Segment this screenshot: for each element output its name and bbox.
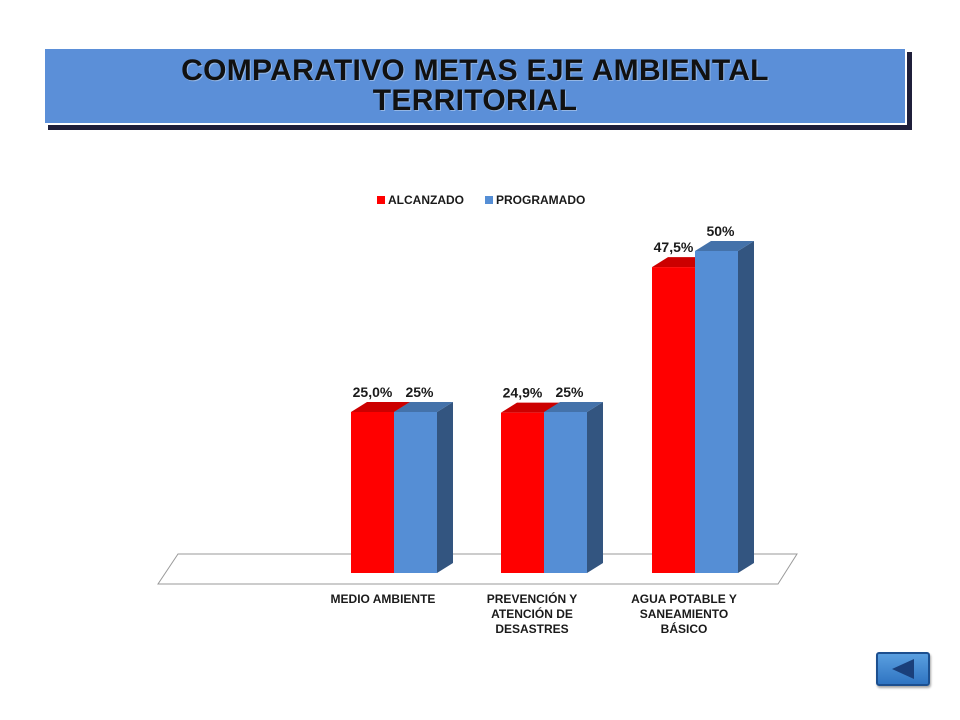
page-title-line-2: TERRITORIAL: [372, 84, 578, 117]
bar-1-1: [544, 412, 587, 573]
bar-top-1-1: [544, 402, 603, 412]
bar-top-0-1: [501, 402, 560, 413]
data-label-0-0: 25,0%: [353, 384, 393, 400]
bar-0-1: [501, 412, 544, 573]
title-banner: COMPARATIVO METAS EJE AMBIENTAL TERRITOR…: [43, 47, 907, 125]
bar-top-1-2: [695, 241, 754, 251]
bar-0-0: [351, 412, 394, 573]
bar-side-1-1: [587, 402, 603, 573]
data-label-1-2: 50%: [706, 223, 735, 239]
bar-0-2: [652, 267, 695, 573]
bar-side-1-0: [437, 402, 453, 573]
x-tick-label-2-0: AGUA POTABLE Y: [631, 592, 737, 606]
bar-1-0: [394, 412, 437, 573]
bar-side-1-2: [738, 241, 754, 573]
data-label-0-2: 47,5%: [654, 239, 694, 255]
back-button[interactable]: [876, 652, 930, 686]
x-tick-label-2-1: SANEAMIENTO: [640, 607, 728, 621]
data-label-1-1: 25%: [555, 384, 584, 400]
bar-top-0-0: [351, 402, 410, 412]
back-arrow-icon: [892, 659, 914, 679]
legend-label-0: ALCANZADO: [388, 193, 464, 207]
x-tick-label-1-0: PREVENCIÓN Y: [487, 591, 577, 606]
x-tick-label-1-2: DESASTRES: [495, 622, 568, 636]
page-title-line-1: COMPARATIVO METAS EJE AMBIENTAL: [181, 54, 769, 87]
data-label-0-1: 24,9%: [503, 385, 543, 401]
data-label-1-0: 25%: [405, 384, 434, 400]
x-tick-label-0-0: MEDIO AMBIENTE: [331, 592, 436, 606]
x-tick-label-2-2: BÁSICO: [661, 621, 708, 636]
bar-1-2: [695, 251, 738, 573]
legend-label-1: PROGRAMADO: [496, 193, 585, 207]
bar-top-1-0: [394, 402, 453, 412]
legend-swatch-0: [377, 196, 385, 204]
legend-swatch-1: [485, 196, 493, 204]
chart-floor: [157, 553, 798, 585]
x-tick-label-1-1: ATENCIÓN DE: [491, 606, 573, 621]
